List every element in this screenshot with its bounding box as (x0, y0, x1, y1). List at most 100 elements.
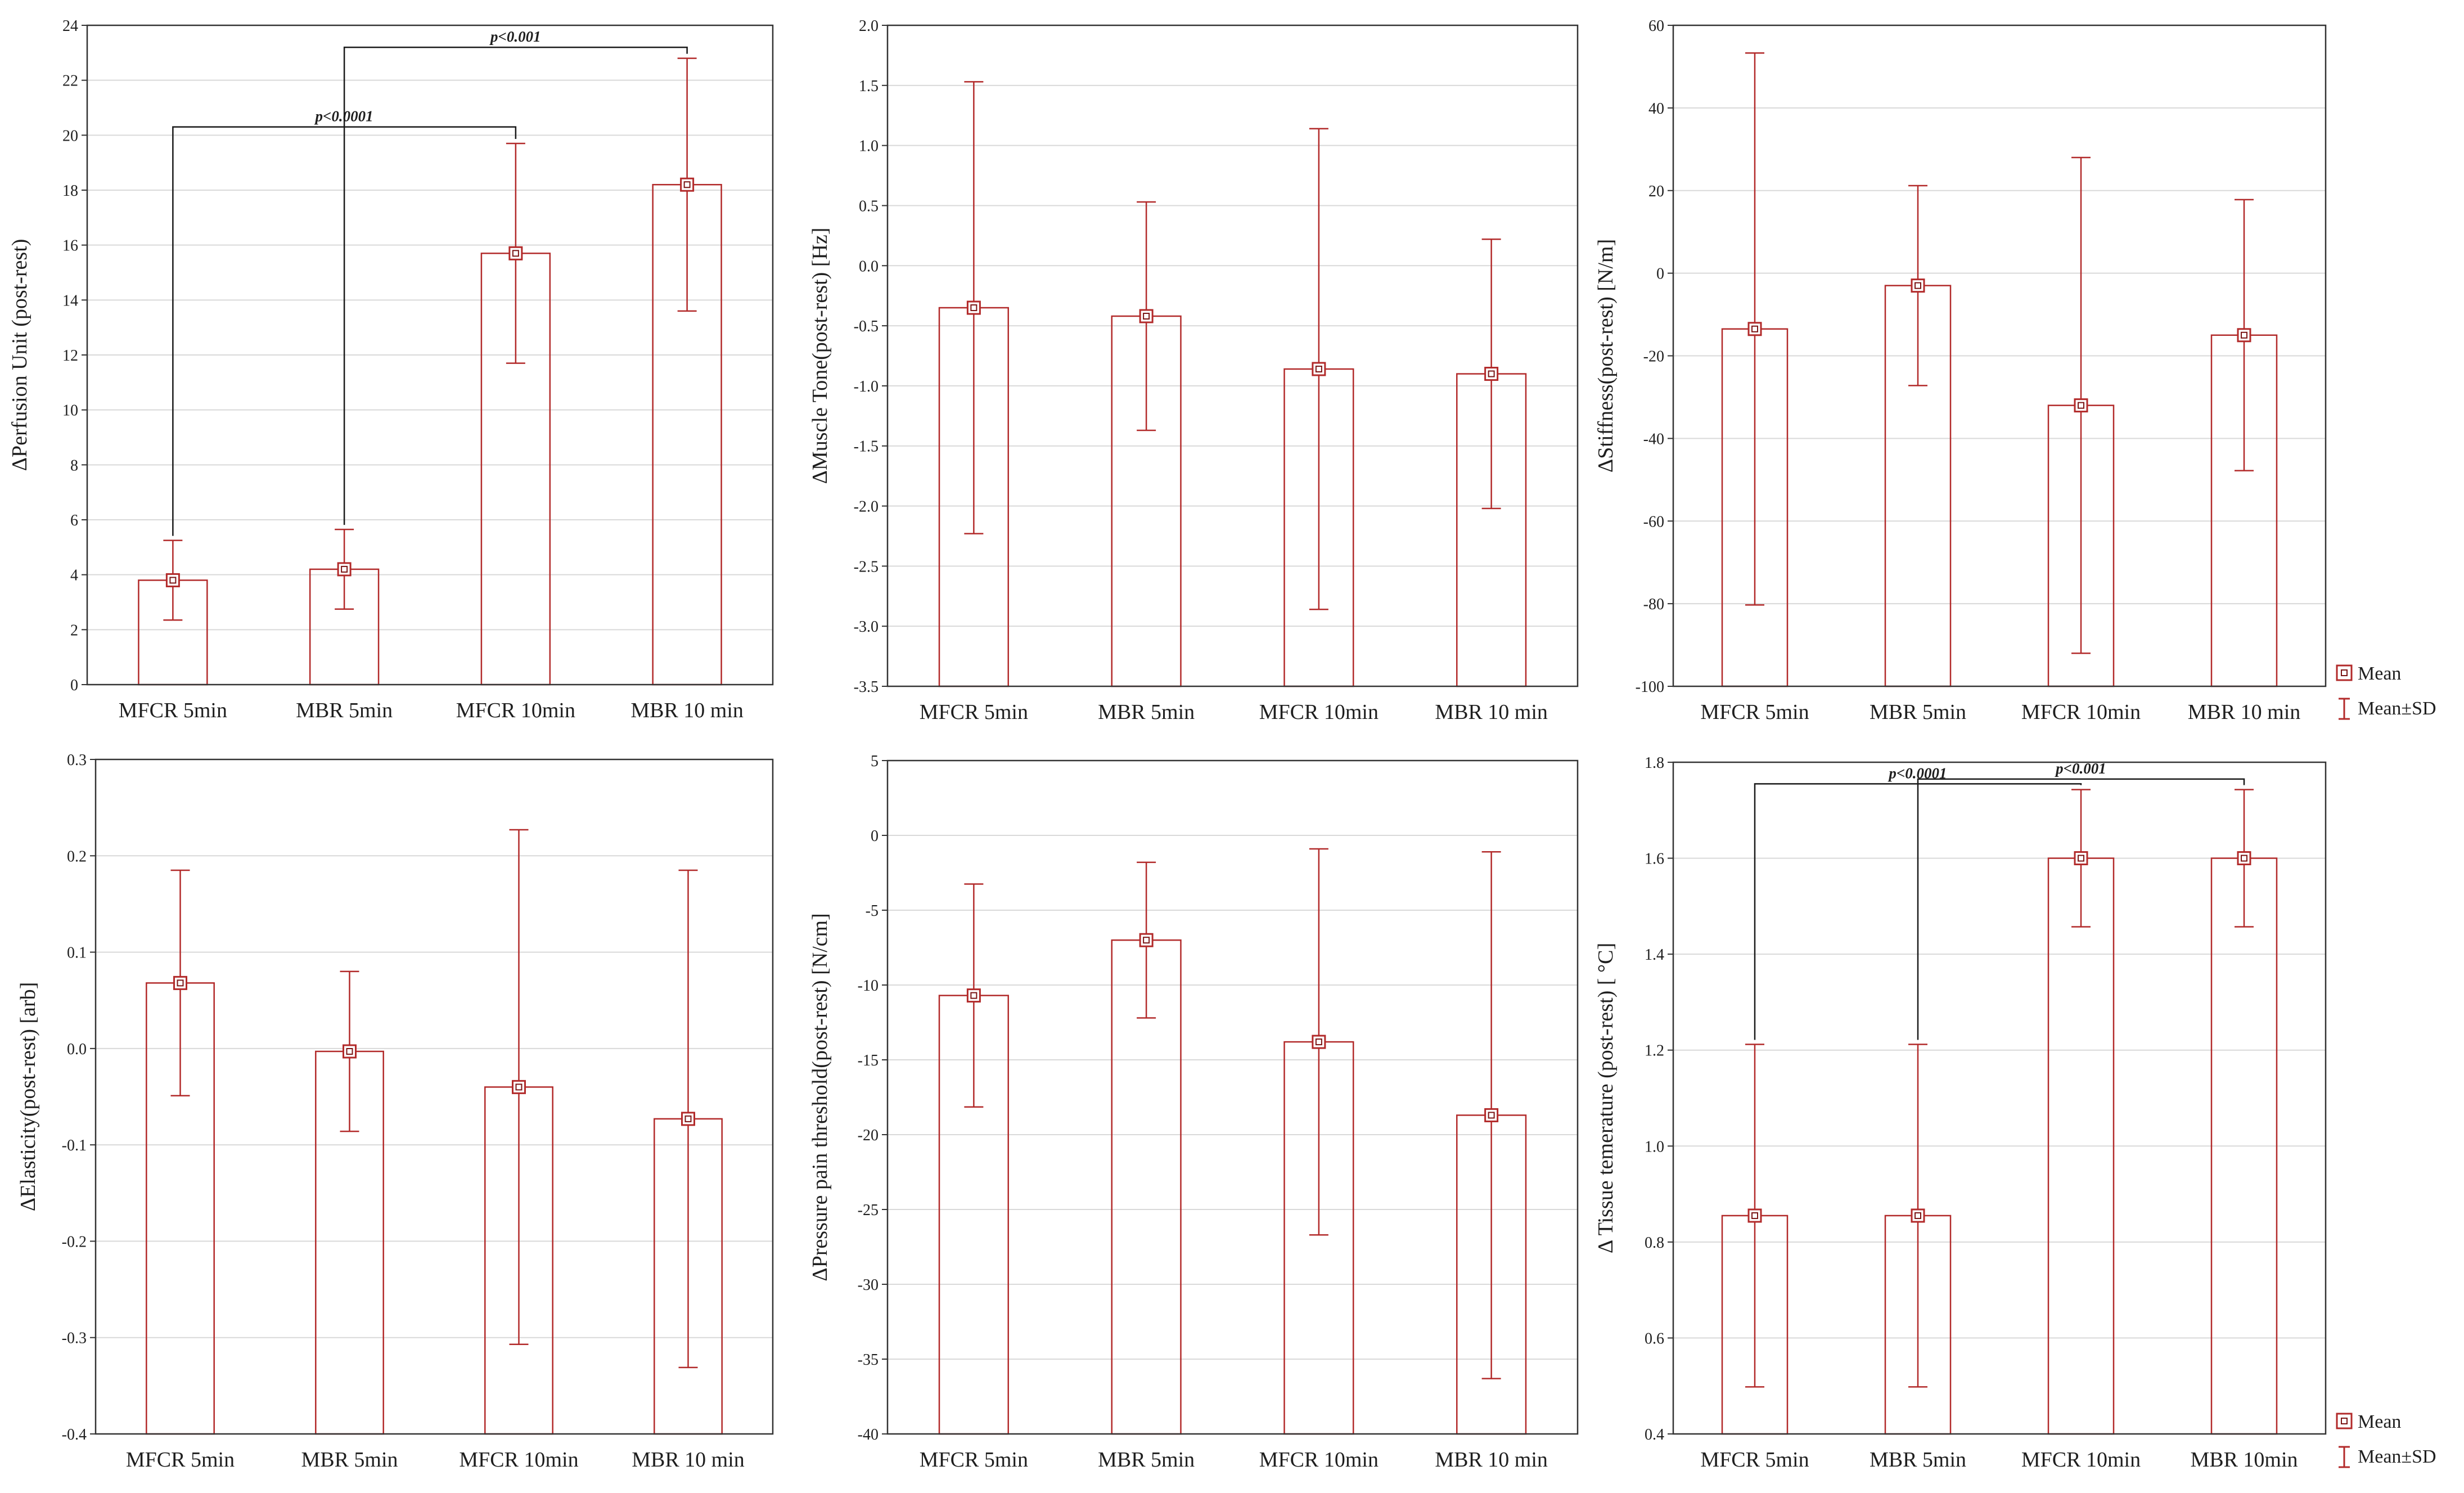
significance-bracket (343, 46, 688, 525)
mean-marker (508, 246, 523, 260)
legend-mean-label: Mean (2358, 663, 2401, 684)
category-label: MFCR 5min (920, 700, 1028, 724)
mean-marker (1484, 367, 1499, 381)
mean-marker-inner (515, 1083, 522, 1091)
y-tick-label: 0.8 (1645, 1234, 1664, 1252)
plot-frame (86, 24, 774, 686)
y-tick-label: -20 (1643, 348, 1664, 366)
y-tick-label: -15 (858, 1052, 879, 1069)
legend-sd-marker (2339, 1446, 2350, 1468)
category-label: MFCR 10min (456, 699, 575, 722)
chart-panel-6: 0.4 0.6 0.8 1.0 1.2 1.4 1.6 1.8 MFCR 5min MBR 5mi… (1594, 754, 2327, 1472)
mean-marker-inner (970, 304, 978, 312)
y-tick-label: 4 (70, 567, 78, 584)
category-label: MBR 5min (1098, 1448, 1195, 1472)
chart-panel-5: -40 -35 -30 -25 -20 -15 -10 -5 0 5 MFCR 5min MBR 5m… (808, 753, 1579, 1472)
legend-sd-marker (2339, 698, 2350, 720)
significance-bracket (1917, 778, 2245, 1040)
legend-mean-label: Mean (2358, 1411, 2401, 1432)
category-label: MFCR 10min (1259, 700, 1379, 724)
y-axis-label: Δ Tissue temerature (post-rest) [ °C] (1594, 943, 1618, 1253)
mean-marker (1139, 933, 1154, 947)
category-label: MBR 5min (1870, 1448, 1966, 1472)
category-label: MFCR 5min (1700, 700, 1809, 724)
mean-marker-inner (1315, 1038, 1322, 1046)
y-tick-label: 0.5 (859, 197, 879, 215)
mean-marker-inner (177, 979, 184, 987)
y-tick-label: 1.2 (1645, 1042, 1664, 1060)
category-label: MBR 10 min (1435, 700, 1548, 724)
mean-marker (2074, 851, 2088, 866)
mean-marker-inner (1915, 282, 1921, 289)
mean-marker (173, 975, 187, 990)
y-axis-label: ΔStiffness(post-rest) [N/m] (1594, 239, 1618, 473)
y-tick-label: 14 (62, 292, 78, 309)
y-tick-label: -0.5 (854, 318, 879, 335)
mean-marker-inner (1488, 370, 1495, 377)
mean-marker-inner (683, 181, 691, 188)
mean-marker (343, 1044, 357, 1059)
y-tick-label: -1.5 (854, 438, 879, 456)
legend-bottom: Mean Mean±SD (2336, 1411, 2436, 1468)
legend-mean-marker (2336, 664, 2353, 681)
mean-marker-inner (1488, 1112, 1495, 1119)
mean-marker-inner (2078, 855, 2084, 862)
y-tick-label: 12 (62, 347, 78, 365)
category-label: MBR 5min (296, 699, 393, 722)
y-tick-label: -35 (858, 1351, 879, 1369)
y-tick-label: -2.5 (854, 558, 879, 575)
mean-marker (337, 562, 352, 577)
y-tick-label: 0.4 (1645, 1426, 1664, 1443)
mean-marker-inner (970, 992, 978, 999)
mean-marker (1747, 1208, 1762, 1223)
mean-marker (2237, 328, 2251, 343)
y-tick-label: 1.4 (1645, 946, 1664, 964)
mean-marker-inner (346, 1047, 353, 1055)
mean-marker (681, 1112, 695, 1126)
y-tick-label: -80 (1643, 596, 1664, 613)
mean-marker (680, 177, 695, 192)
y-tick-label: 0.6 (1645, 1330, 1664, 1347)
category-label: MFCR 10min (459, 1448, 578, 1472)
y-tick-label: 1.5 (859, 78, 879, 95)
y-tick-label: 2 (70, 622, 78, 639)
y-tick-label: 18 (62, 182, 78, 200)
mean-marker (966, 988, 981, 1003)
y-tick-label: -1.0 (854, 378, 879, 395)
y-tick-label: -3.0 (854, 618, 879, 636)
y-tick-label: 5 (871, 753, 879, 770)
mean-marker-inner (1751, 1212, 1758, 1219)
mean-marker-inner (1143, 313, 1150, 320)
y-tick-label: -3.5 (854, 678, 879, 696)
legend-mean-marker-inner (2341, 669, 2348, 676)
y-tick-label: 22 (62, 73, 78, 90)
mean-marker (1312, 362, 1326, 376)
category-label: MFCR 10min (2021, 700, 2141, 724)
y-tick-label: 0.1 (67, 945, 87, 962)
significance-label: p<0.001 (489, 28, 541, 45)
mean-marker-inner (1143, 937, 1150, 944)
y-tick-label: -5 (866, 902, 879, 920)
y-tick-label: 20 (62, 127, 78, 145)
y-tick-label: 0.2 (67, 848, 87, 865)
y-tick-label: 1.6 (1645, 851, 1664, 868)
category-label: MFCR 5min (920, 1448, 1028, 1472)
y-tick-label: 8 (70, 457, 78, 474)
chart-panel-3: -100 -80 -60 -40 -20 0 20 40 60 MFCR 5min MBR 5min… (1594, 17, 2327, 724)
mean-marker-inner (169, 577, 177, 584)
y-tick-label: -40 (1643, 430, 1664, 448)
category-label: MBR 10 min (2188, 700, 2301, 724)
mean-marker-inner (512, 250, 519, 257)
y-tick-label: 24 (62, 17, 78, 35)
plot-frame (94, 758, 774, 1435)
mean-marker (1747, 322, 1762, 336)
category-label: MBR 10 min (632, 1448, 745, 1472)
mean-marker-inner (1915, 1212, 1921, 1219)
mean-marker (2074, 398, 2088, 413)
category-label: MBR 5min (1098, 700, 1195, 724)
category-label: MFCR 5min (1700, 1448, 1809, 1472)
y-tick-label: 1.0 (859, 138, 879, 155)
category-label: MFCR 10min (1259, 1448, 1379, 1472)
legend-sd-label: Mean±SD (2358, 698, 2436, 719)
